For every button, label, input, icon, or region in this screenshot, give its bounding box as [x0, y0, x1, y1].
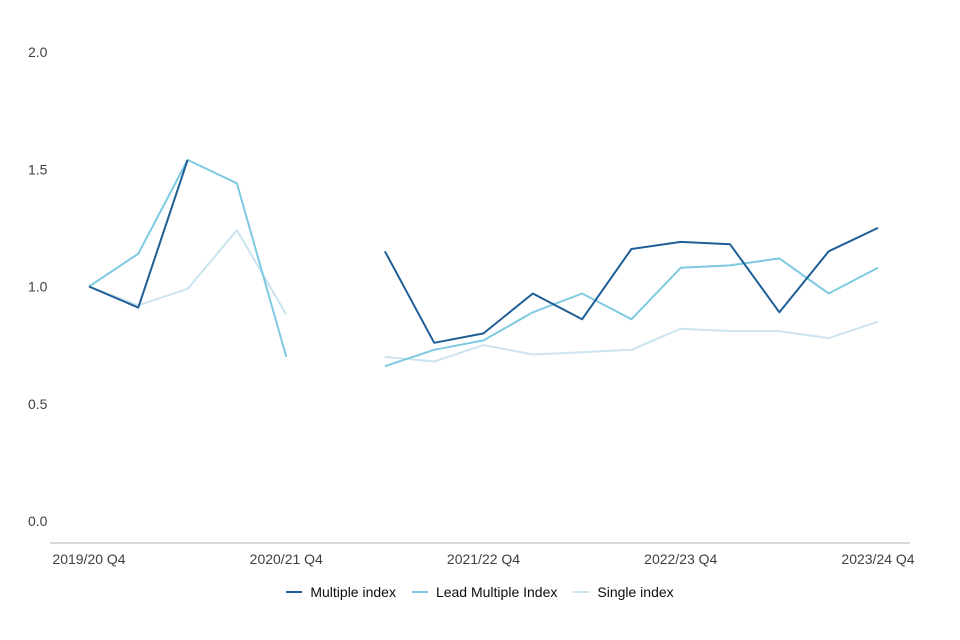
x-tick-label: 2020/21 Q4 [250, 551, 323, 567]
x-axis: 2019/20 Q4 2020/21 Q4 2021/22 Q4 2022/23 Q4… [52, 551, 914, 567]
y-tick-label: 1.0 [28, 279, 48, 295]
y-axis: 0.0 0.5 1.0 1.5 2.0 [28, 44, 48, 529]
series-layer [88, 158, 879, 368]
legend-swatch [573, 591, 590, 593]
legend-label: Single index [597, 584, 674, 600]
legend-item: Multiple index [286, 584, 396, 600]
legend-label: Multiple index [310, 584, 396, 600]
x-tick-label: 2021/22 Q4 [447, 551, 520, 567]
legend-item: Single index [573, 584, 674, 600]
y-tick-label: 0.5 [28, 396, 48, 412]
x-tick-label: 2022/23 Q4 [644, 551, 717, 567]
legend-swatch [286, 591, 303, 593]
series-line-single-index [88, 229, 879, 363]
legend-swatch [411, 591, 428, 593]
y-tick-label: 0.0 [28, 513, 48, 529]
legend: Multiple index Lead Multiple Index Single … [0, 584, 960, 600]
x-tick-label: 2019/20 Q4 [52, 551, 125, 567]
y-tick-label: 1.5 [28, 161, 48, 177]
series-line-multiple-index [88, 159, 879, 344]
line-chart: 0.0 0.5 1.0 1.5 2.0 2019/20 Q4 2020/21 Q4 2021… [28, 44, 915, 567]
y-tick-label: 2.0 [28, 44, 48, 60]
x-tick-label: 2023/24 Q4 [841, 551, 914, 567]
legend-label: Lead Multiple Index [435, 584, 558, 600]
series-line-lead-multiple-index [88, 158, 879, 368]
legend-item: Lead Multiple Index [411, 584, 558, 600]
